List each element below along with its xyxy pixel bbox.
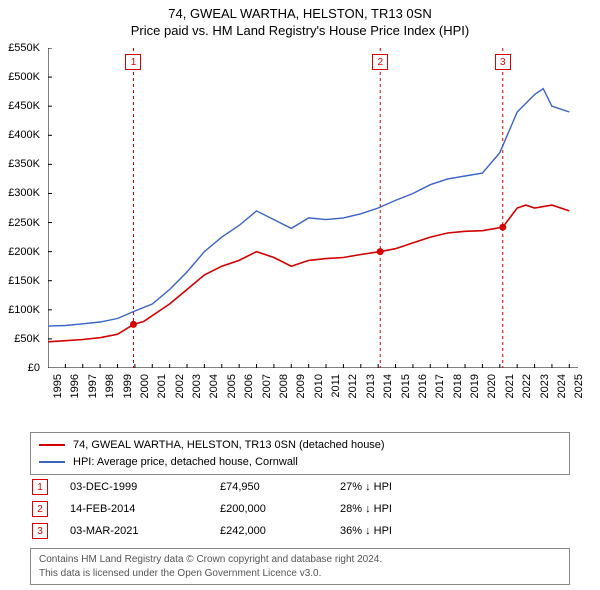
sale-badge: 3 bbox=[32, 523, 48, 539]
x-tick-label: 2004 bbox=[208, 374, 220, 398]
x-tick-label: 2007 bbox=[261, 374, 273, 398]
chart-svg bbox=[48, 48, 578, 368]
chart-marker-badge: 2 bbox=[372, 54, 388, 70]
legend-row-property: 74, GWEAL WARTHA, HELSTON, TR13 0SN (det… bbox=[39, 437, 561, 454]
x-tick-label: 2012 bbox=[347, 374, 359, 398]
footer-line-1: Contains HM Land Registry data © Crown c… bbox=[39, 553, 561, 567]
sale-pct: 27% ↓ HPI bbox=[340, 481, 450, 493]
x-tick-label: 2025 bbox=[573, 374, 585, 398]
x-tick-label: 2008 bbox=[278, 374, 290, 398]
sale-price: £242,000 bbox=[220, 525, 340, 537]
x-tick-label: 2021 bbox=[504, 374, 516, 398]
y-tick-label: £100K bbox=[8, 304, 40, 316]
y-tick-label: £200K bbox=[8, 246, 40, 258]
y-tick-label: £500K bbox=[8, 71, 40, 83]
legend-row-hpi: HPI: Average price, detached house, Corn… bbox=[39, 454, 561, 471]
chart-marker-badge: 3 bbox=[495, 54, 511, 70]
x-tick-label: 2017 bbox=[434, 374, 446, 398]
sale-date: 03-MAR-2021 bbox=[70, 525, 220, 537]
x-tick-label: 2019 bbox=[469, 374, 481, 398]
x-tick-label: 2005 bbox=[226, 374, 238, 398]
x-tick-label: 2010 bbox=[313, 374, 325, 398]
x-tick-label: 2011 bbox=[330, 374, 342, 398]
footer: Contains HM Land Registry data © Crown c… bbox=[30, 548, 570, 585]
sales-table: 1 03-DEC-1999 £74,950 27% ↓ HPI 2 14-FEB… bbox=[30, 476, 570, 542]
sales-row: 3 03-MAR-2021 £242,000 36% ↓ HPI bbox=[30, 520, 570, 542]
sales-row: 1 03-DEC-1999 £74,950 27% ↓ HPI bbox=[30, 476, 570, 498]
legend-label-property: 74, GWEAL WARTHA, HELSTON, TR13 0SN (det… bbox=[73, 437, 385, 454]
sale-price: £74,950 bbox=[220, 481, 340, 493]
x-tick-label: 1996 bbox=[69, 374, 81, 398]
sales-row: 2 14-FEB-2014 £200,000 28% ↓ HPI bbox=[30, 498, 570, 520]
x-tick-label: 2024 bbox=[556, 374, 568, 398]
x-tick-label: 2013 bbox=[365, 374, 377, 398]
legend: 74, GWEAL WARTHA, HELSTON, TR13 0SN (det… bbox=[30, 432, 570, 475]
footer-line-2: This data is licensed under the Open Gov… bbox=[39, 567, 561, 581]
legend-swatch-hpi bbox=[39, 461, 65, 463]
chart-container: 74, GWEAL WARTHA, HELSTON, TR13 0SN Pric… bbox=[0, 0, 600, 590]
x-tick-label: 2018 bbox=[452, 374, 464, 398]
x-tick-label: 2000 bbox=[139, 374, 151, 398]
sale-pct: 36% ↓ HPI bbox=[340, 525, 450, 537]
title-block: 74, GWEAL WARTHA, HELSTON, TR13 0SN Pric… bbox=[0, 0, 600, 40]
sale-badge: 1 bbox=[32, 479, 48, 495]
y-tick-label: £400K bbox=[8, 129, 40, 141]
x-tick-label: 2003 bbox=[191, 374, 203, 398]
y-tick-label: £250K bbox=[8, 217, 40, 229]
x-tick-label: 1997 bbox=[87, 374, 99, 398]
y-tick-label: £0 bbox=[28, 362, 40, 374]
sale-price: £200,000 bbox=[220, 503, 340, 515]
y-tick-label: £50K bbox=[14, 333, 40, 345]
x-axis-labels: 1995 1996 1997 1998 1999 2000 2001 2002 2003 2004… bbox=[48, 370, 578, 430]
legend-swatch-property bbox=[39, 444, 65, 446]
chart-plot-area bbox=[48, 48, 578, 368]
x-tick-label: 1999 bbox=[122, 374, 134, 398]
x-tick-label: 1998 bbox=[104, 374, 116, 398]
chart-marker-badge: 1 bbox=[125, 54, 141, 70]
x-tick-label: 2015 bbox=[400, 374, 412, 398]
sale-pct: 28% ↓ HPI bbox=[340, 503, 450, 515]
y-axis-labels: £0£50K£100K£150K£200K£250K£300K£350K£400… bbox=[0, 48, 44, 368]
x-tick-label: 2014 bbox=[382, 374, 394, 398]
y-tick-label: £350K bbox=[8, 158, 40, 170]
x-tick-label: 1995 bbox=[52, 374, 64, 398]
x-tick-label: 2009 bbox=[295, 374, 307, 398]
x-tick-label: 2001 bbox=[156, 374, 168, 398]
sale-badge: 2 bbox=[32, 501, 48, 517]
sale-date: 14-FEB-2014 bbox=[70, 503, 220, 515]
sale-date: 03-DEC-1999 bbox=[70, 481, 220, 493]
y-tick-label: £150K bbox=[8, 275, 40, 287]
y-tick-label: £550K bbox=[8, 42, 40, 54]
legend-label-hpi: HPI: Average price, detached house, Corn… bbox=[73, 454, 298, 471]
title-line-2: Price paid vs. HM Land Registry's House … bbox=[0, 23, 600, 40]
title-line-1: 74, GWEAL WARTHA, HELSTON, TR13 0SN bbox=[0, 6, 600, 23]
x-tick-label: 2022 bbox=[521, 374, 533, 398]
x-tick-label: 2020 bbox=[486, 374, 498, 398]
x-tick-label: 2006 bbox=[243, 374, 255, 398]
x-tick-label: 2002 bbox=[174, 374, 186, 398]
x-tick-label: 2023 bbox=[539, 374, 551, 398]
y-tick-label: £300K bbox=[8, 187, 40, 199]
y-tick-label: £450K bbox=[8, 100, 40, 112]
x-tick-label: 2016 bbox=[417, 374, 429, 398]
